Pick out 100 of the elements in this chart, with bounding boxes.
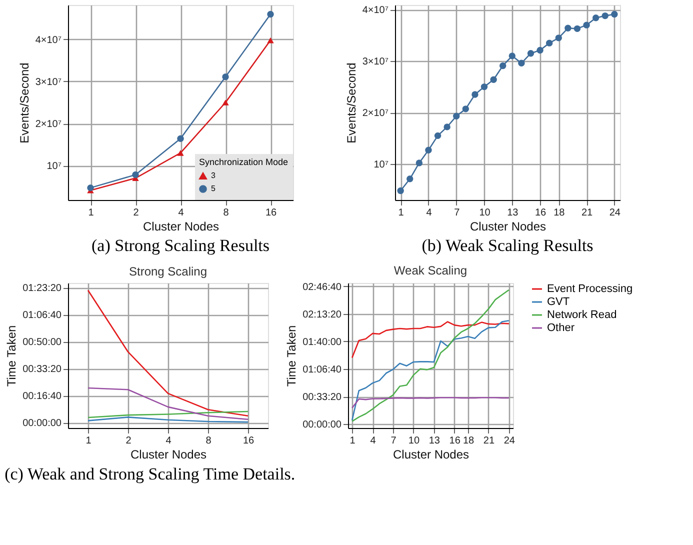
point [546, 40, 553, 46]
point [177, 135, 184, 142]
y-tick-label: 02:13:20 [302, 309, 342, 320]
x-axis-title: Cluster Nodes [392, 448, 470, 462]
point [222, 74, 229, 80]
point [518, 60, 525, 66]
point [87, 184, 94, 192]
line-series [351, 321, 510, 358]
point [222, 100, 229, 106]
point [406, 176, 414, 182]
point [425, 146, 432, 154]
x-tick-label: 1 [88, 208, 94, 218]
y-tick-label: 00:50:00 [22, 337, 62, 348]
line-series [87, 387, 249, 420]
x-tick-label: 13 [507, 208, 519, 218]
x-tick-label: 24 [609, 208, 621, 218]
y-tick-label: 3×10⁷ [362, 56, 389, 68]
y-tick-label: 00:33:20 [22, 364, 62, 376]
y-tick-label: 2×10⁷ [362, 108, 389, 120]
point [453, 112, 460, 120]
point [177, 150, 184, 156]
point [602, 12, 608, 20]
y-tick-label: 01:06:40 [302, 364, 342, 376]
x-tick-label: 18 [462, 436, 474, 446]
point [444, 124, 450, 130]
point [527, 50, 534, 57]
legend-label: 5 [211, 184, 216, 193]
point [555, 34, 562, 42]
point [592, 14, 600, 22]
y-tick-label: 4×10⁷ [362, 5, 389, 16]
point [397, 187, 404, 194]
chart-title: Weak Scaling [394, 263, 468, 278]
legend-title: Synchronization Mode [199, 157, 288, 167]
point [508, 52, 516, 60]
point [480, 83, 488, 90]
y-tick-label: 10⁷ [46, 161, 62, 172]
x-tick-label: 8 [206, 436, 212, 446]
point [462, 106, 470, 112]
y-axis-title: Time Taken [4, 325, 19, 387]
y-tick-label: 2×10⁷ [35, 119, 62, 130]
point [574, 25, 581, 32]
x-tick-label: 10 [479, 208, 491, 218]
x-axis-title: Cluster Nodes [142, 220, 220, 234]
x-tick-label: 21 [483, 436, 495, 446]
point [472, 91, 478, 98]
legend-label: Other [547, 322, 575, 334]
x-tick-label: 7 [454, 208, 460, 218]
point [583, 22, 590, 28]
y-tick-label: 4×10⁷ [35, 34, 62, 46]
point [132, 171, 139, 178]
legend-label: Event Processing [547, 283, 633, 295]
chart-title: Strong Scaling [128, 264, 208, 279]
x-tick-label: 7 [390, 436, 397, 446]
y-axis-title: Events/Second [344, 62, 358, 144]
x-tick-label: 21 [581, 208, 594, 218]
y-tick-label: 01:40:00 [302, 336, 342, 348]
y-tick-label: 00:00:00 [22, 418, 62, 430]
y-axis-title: Events/Second [17, 62, 32, 144]
point [564, 24, 572, 32]
x-tick-label: 16 [265, 208, 277, 218]
x-axis-title: Cluster Nodes [470, 220, 546, 234]
point [267, 10, 274, 18]
x-tick-label: 8 [223, 208, 230, 218]
x-tick-label: 16 [534, 208, 547, 218]
x-tick-label: 2 [133, 208, 140, 218]
y-tick-label: 3×10⁷ [35, 76, 62, 88]
point [267, 37, 274, 44]
point [434, 132, 442, 140]
x-tick-label: 4 [426, 208, 432, 218]
x-axis-title: Cluster Nodes [130, 448, 207, 462]
legend-label: Network Read [547, 309, 617, 321]
x-tick-label: 13 [428, 436, 440, 446]
x-tick-label: 1 [350, 436, 356, 446]
line-series [351, 289, 510, 422]
x-tick-label: 4 [178, 208, 184, 218]
point [416, 160, 423, 166]
x-tick-label: 1 [398, 208, 404, 218]
y-tick-label: 01:23:20 [22, 283, 62, 294]
x-tick-label: 18 [554, 208, 566, 218]
text: (a) Strong Scaling Results [91, 236, 270, 255]
x-tick-label: 2 [126, 436, 132, 446]
y-tick-label: 00:16:40 [22, 391, 62, 402]
legend-label: GVT [547, 296, 570, 308]
text: (c) Weak and Strong Scaling Time Details. [4, 464, 296, 484]
y-axis-title: Time Taken [284, 325, 299, 387]
point [611, 10, 618, 18]
y-tick-label: 01:06:40 [22, 310, 62, 322]
x-tick-label: 16 [242, 436, 254, 446]
text: (b) Weak Scaling Results [422, 236, 594, 255]
x-tick-label: 4 [370, 436, 376, 446]
line-series [351, 397, 510, 409]
legend-label: 3 [211, 171, 216, 180]
y-tick-label: 10⁷ [374, 159, 389, 170]
x-tick-label: 24 [504, 436, 516, 446]
y-tick-label: 00:33:20 [302, 392, 342, 404]
y-tick-label: 02:46:40 [302, 282, 342, 293]
y-tick-label: 00:00:00 [302, 420, 342, 431]
x-tick-label: 1 [86, 436, 92, 446]
x-tick-label: 16 [449, 436, 461, 446]
line-series [87, 290, 249, 416]
